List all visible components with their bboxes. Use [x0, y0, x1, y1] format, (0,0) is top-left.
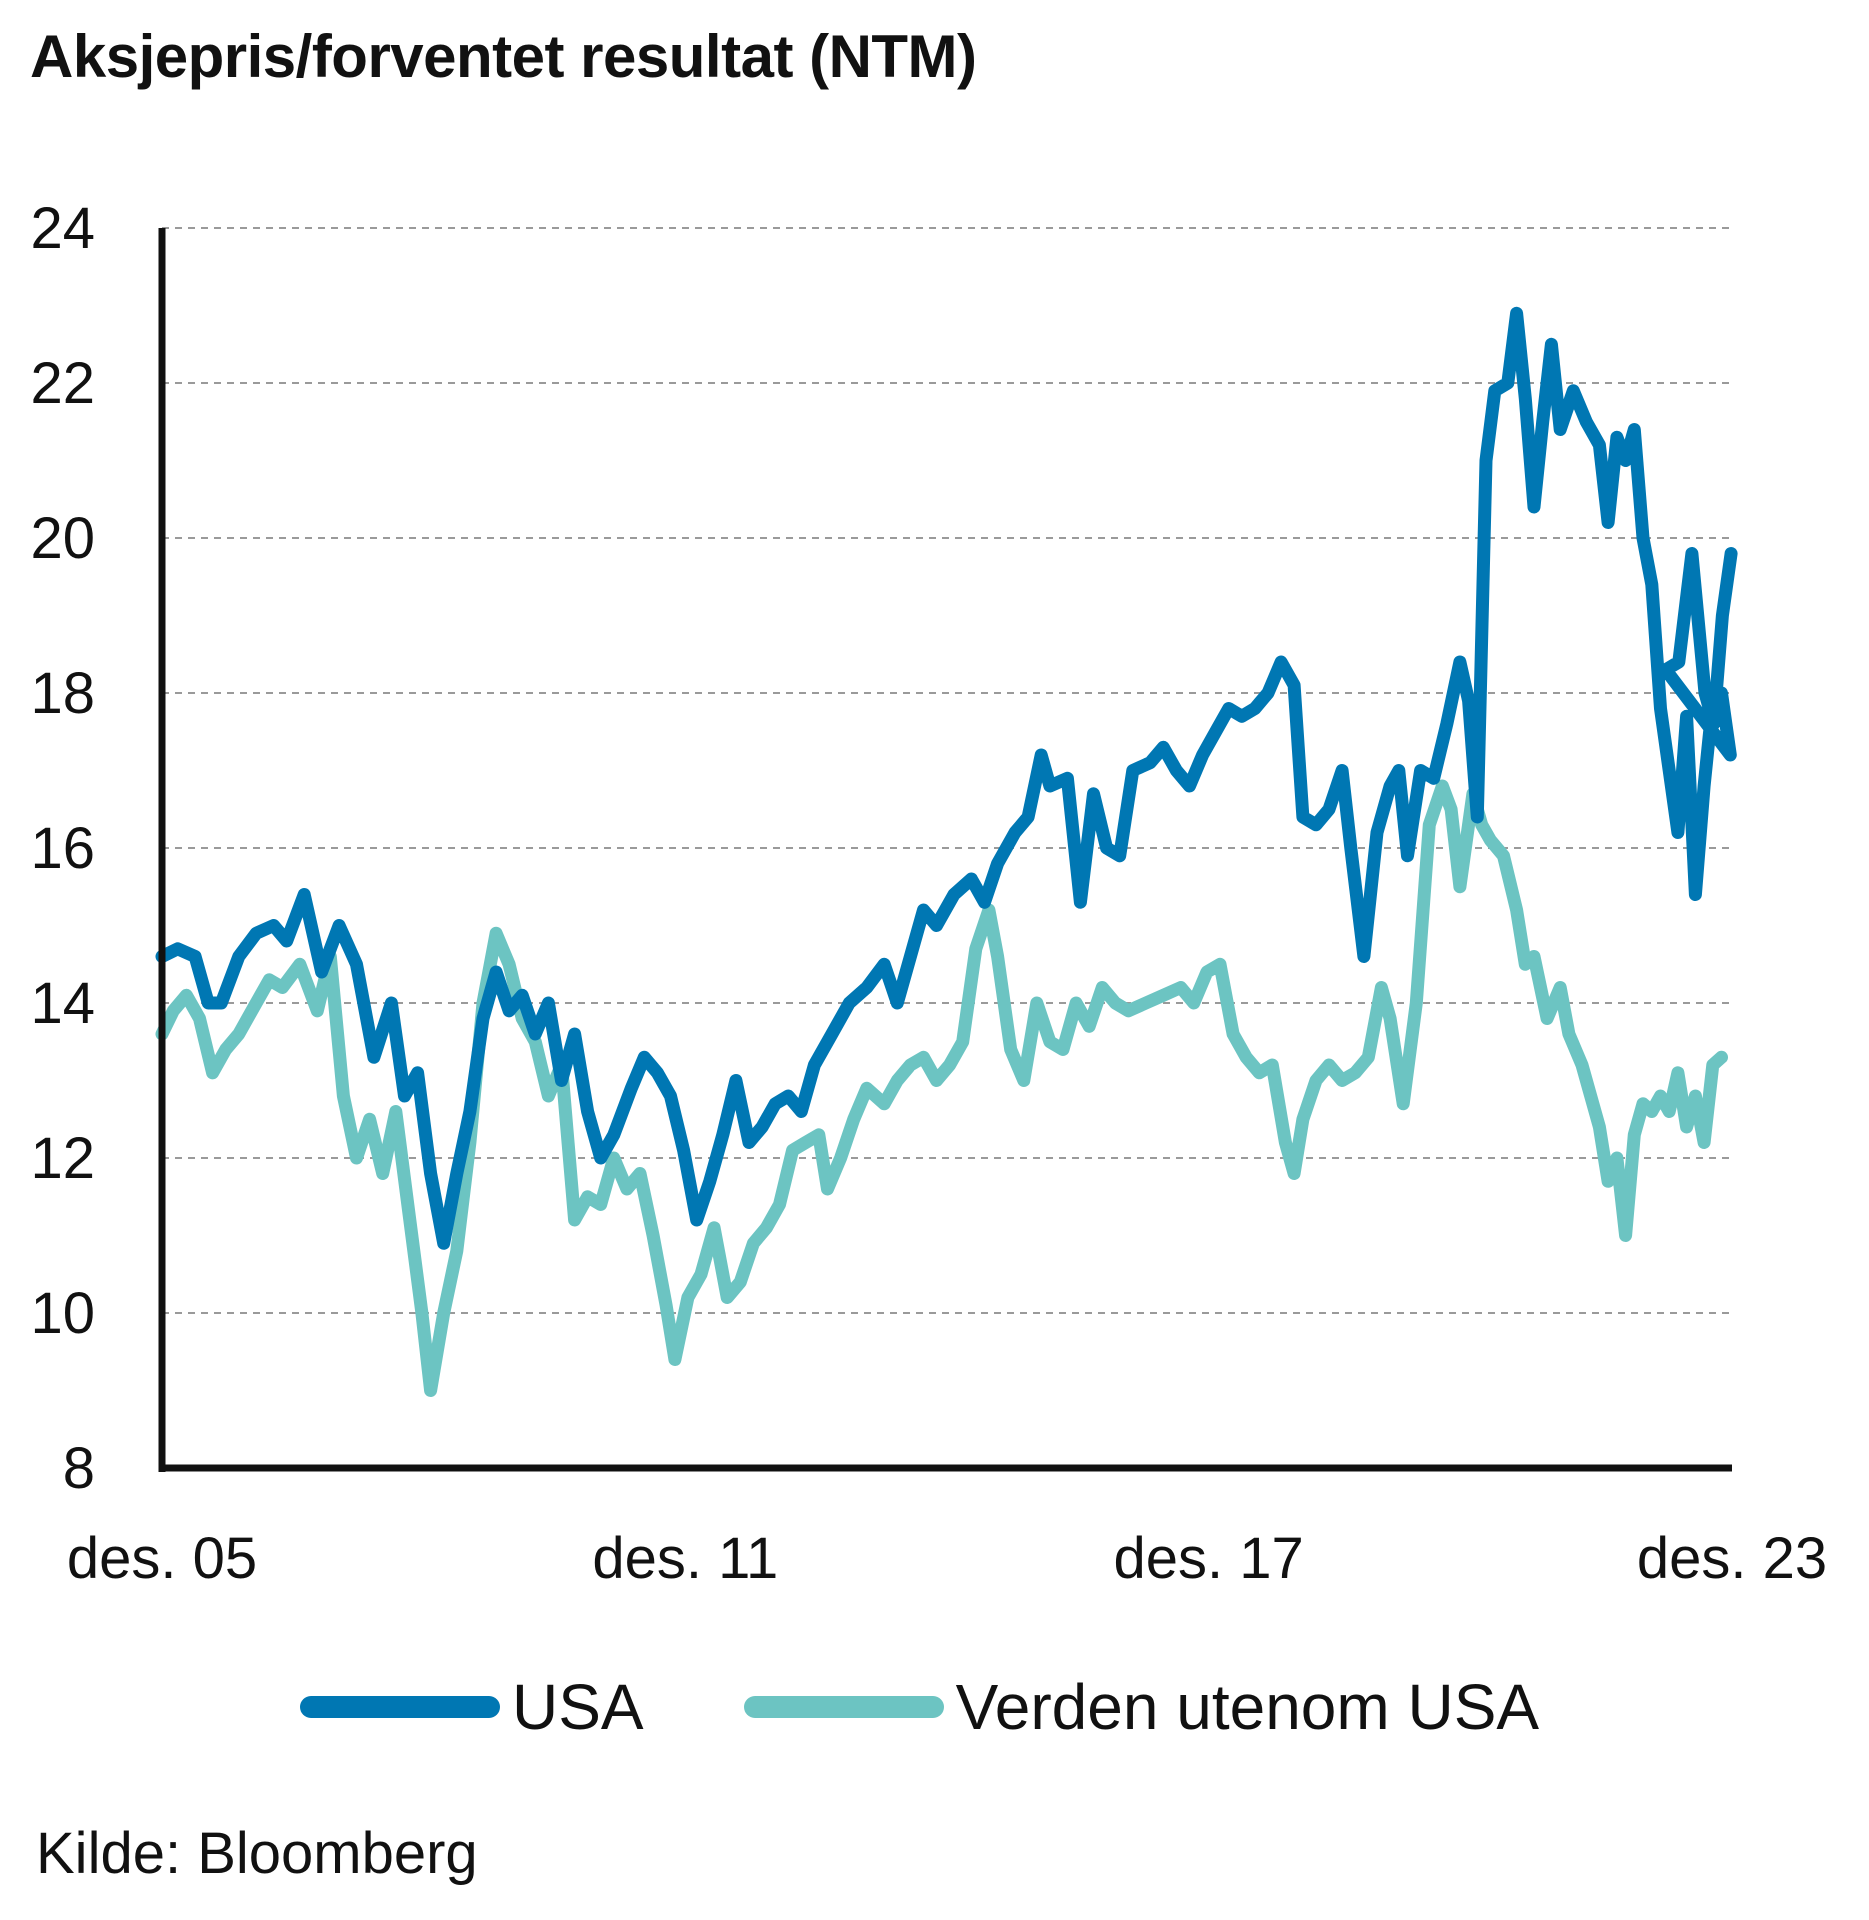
y-tick-label: 14: [30, 971, 95, 1036]
series-line-usa: [155, 306, 1738, 1250]
y-tick-labels: 8 10 12 14 16 18 20 22 24: [30, 196, 95, 1501]
y-tick-label: 12: [30, 1126, 95, 1191]
legend-label-world-ex-usa: Verden utenom USA: [955, 1671, 1540, 1743]
chart-title: Aksjepris/forventet resultat (NTM): [30, 23, 977, 90]
y-tick-label: 16: [30, 816, 95, 881]
y-tick-label: 24: [30, 196, 95, 261]
x-tick-label: des. 11: [592, 1526, 778, 1591]
legend-swatch-usa: [300, 1696, 500, 1718]
y-tick-label: 10: [30, 1281, 95, 1346]
y-tick-label: 18: [30, 661, 95, 726]
x-tick-label: des. 05: [67, 1526, 257, 1591]
x-tick-label: des. 17: [1114, 1526, 1304, 1591]
y-tick-label: 22: [30, 351, 95, 416]
x-tick-labels: des. 05 des. 11 des. 17 des. 23: [67, 1526, 1827, 1591]
y-tick-label: 8: [63, 1436, 95, 1501]
legend-swatch-world-ex-usa: [743, 1696, 944, 1718]
series-line-verden-utenom-usa: [155, 779, 1728, 1397]
x-tick-label: des. 23: [1637, 1526, 1827, 1591]
legend-item-usa: USA: [300, 1670, 644, 1744]
legend-label-usa: USA: [512, 1671, 644, 1743]
legend: USA Verden utenom USA: [300, 1670, 1639, 1744]
series-lines: [155, 306, 1738, 1397]
y-tick-label: 20: [30, 506, 95, 571]
legend-item-world-ex-usa: Verden utenom USA: [743, 1670, 1540, 1744]
source-note: Kilde: Bloomberg: [36, 1821, 478, 1886]
